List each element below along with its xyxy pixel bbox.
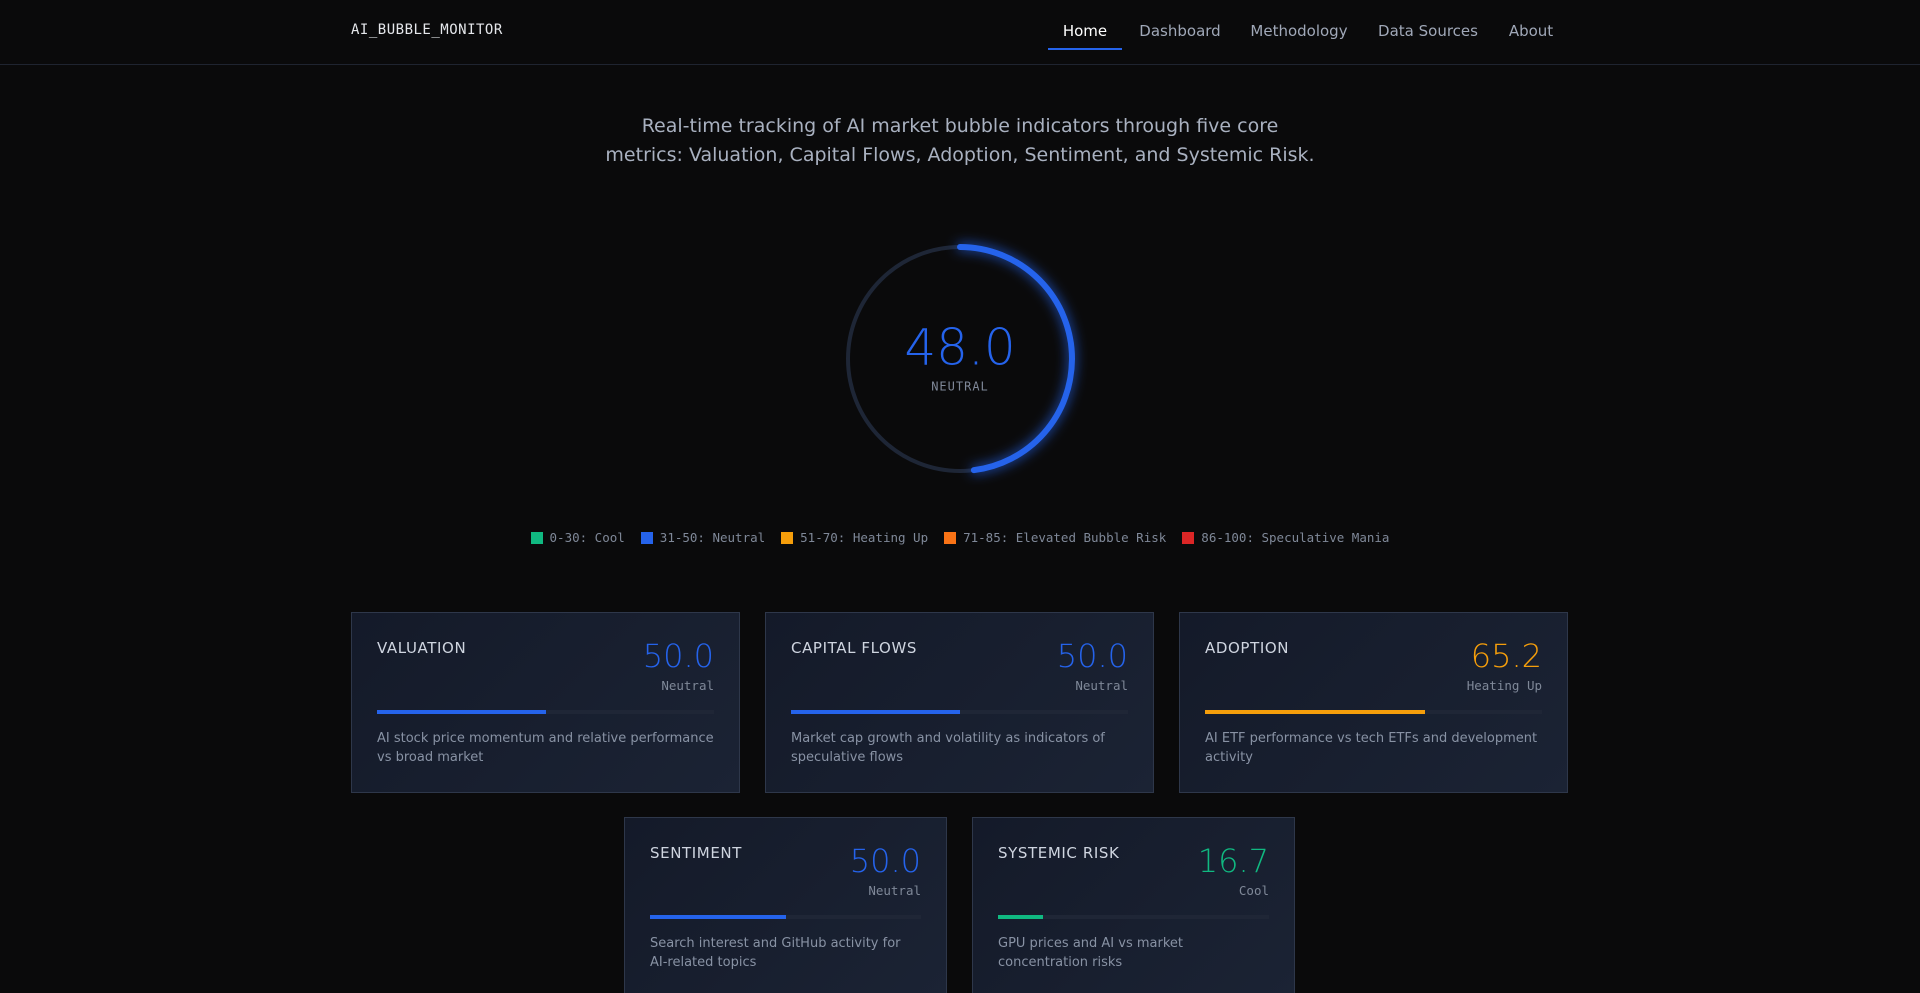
score-bar [650, 915, 786, 919]
card-description: Market cap growth and volatility as indi… [791, 731, 1105, 765]
card-description: AI ETF performance vs tech ETFs and deve… [1205, 731, 1538, 765]
legend-swatch [944, 531, 957, 544]
score-track [650, 915, 921, 919]
navbar: AI_BUBBLE_MONITOR Home Dashboard Methodolo… [0, 0, 1920, 65]
legend-label: 86-100: Speculative Mania [1201, 530, 1390, 545]
card-description: AI stock price momentum and relative per… [377, 731, 714, 765]
card-status: Cool [1238, 883, 1269, 898]
metric-card: VALUATION 50.0 Neutral AI stock price momen… [351, 612, 740, 793]
legend-label: 51-70: Heating Up [800, 530, 929, 545]
score-track [791, 710, 1128, 714]
legend-swatch [640, 531, 653, 544]
score-bar [1205, 710, 1425, 714]
card-title: SENTIMENT [650, 844, 743, 862]
nav-link[interactable]: Methodology [1250, 22, 1348, 40]
card-title: VALUATION [377, 639, 467, 657]
legend-swatch [1182, 531, 1195, 544]
nav-link[interactable]: Data Sources [1378, 22, 1478, 40]
legend-item: 31-50: Neutral [640, 530, 766, 545]
card-score: 16.7 [1197, 842, 1269, 880]
legend-label: 31-50: Neutral [659, 530, 766, 545]
score-track [998, 915, 1269, 919]
gauge-value: 48.0 [904, 319, 1015, 377]
legend-item: 86-100: Speculative Mania [1182, 530, 1389, 545]
score-bar [377, 710, 546, 714]
legend-swatch [781, 531, 794, 544]
legend-label: 0-30: Cool [549, 530, 625, 545]
card-title: ADOPTION [1205, 639, 1290, 657]
metric-card: SYSTEMIC RISK 16.7 Cool GPU prices and AI v… [972, 817, 1295, 993]
card-score: 65.2 [1470, 637, 1542, 675]
nav-link[interactable]: About [1508, 22, 1554, 40]
card-status: Neutral [868, 883, 921, 898]
metric-card: CAPITAL FLOWS 50.0 Neutral Market cap growt… [765, 612, 1154, 793]
intro-line: metrics: Valuation, Capital Flows, Adopt… [605, 144, 1315, 166]
score-bar [791, 710, 960, 714]
card-description: GPU prices and AI vs market concentratio… [998, 936, 1184, 970]
legend-label: 71-85: Elevated Bubble Risk [963, 530, 1167, 545]
card-status: Neutral [661, 678, 714, 693]
card-status: Neutral [1075, 678, 1128, 693]
gauge-status: NEUTRAL [931, 380, 989, 394]
card-title: CAPITAL FLOWS [791, 639, 917, 657]
score-bar [998, 915, 1044, 919]
legend-swatch [530, 531, 543, 544]
logo[interactable]: AI_BUBBLE_MONITOR [351, 22, 503, 38]
card-status: Heating Up [1466, 678, 1542, 693]
metric-card: ADOPTION 65.2 Heating Up AI ETF performance… [1179, 612, 1568, 793]
gauge-arc [845, 244, 1075, 474]
score-track [1205, 710, 1542, 714]
legend-item: 0-30: Cool [530, 530, 625, 545]
intro-line: Real-time tracking of AI market bubble i… [641, 115, 1279, 137]
legend-item: 51-70: Heating Up [781, 530, 928, 545]
card-score: 50.0 [1056, 637, 1128, 675]
legend-item: 71-85: Elevated Bubble Risk [944, 530, 1166, 545]
legend: 0-30: Cool 31-50: Neutral 51-70: Heating U… [0, 530, 1920, 545]
score-track [377, 710, 714, 714]
nav-active-underline [1048, 48, 1122, 50]
card-description: Search interest and GitHub activity for … [650, 936, 901, 970]
card-score: 50.0 [642, 637, 714, 675]
gauge: 48.0 NEUTRAL [845, 244, 1075, 474]
card-score: 50.0 [849, 842, 921, 880]
card-title: SYSTEMIC RISK [998, 844, 1120, 862]
nav-link[interactable]: Dashboard [1139, 22, 1221, 40]
nav-link[interactable]: Home [1062, 22, 1108, 40]
metric-card: SENTIMENT 50.0 Neutral Search interest and … [624, 817, 947, 993]
